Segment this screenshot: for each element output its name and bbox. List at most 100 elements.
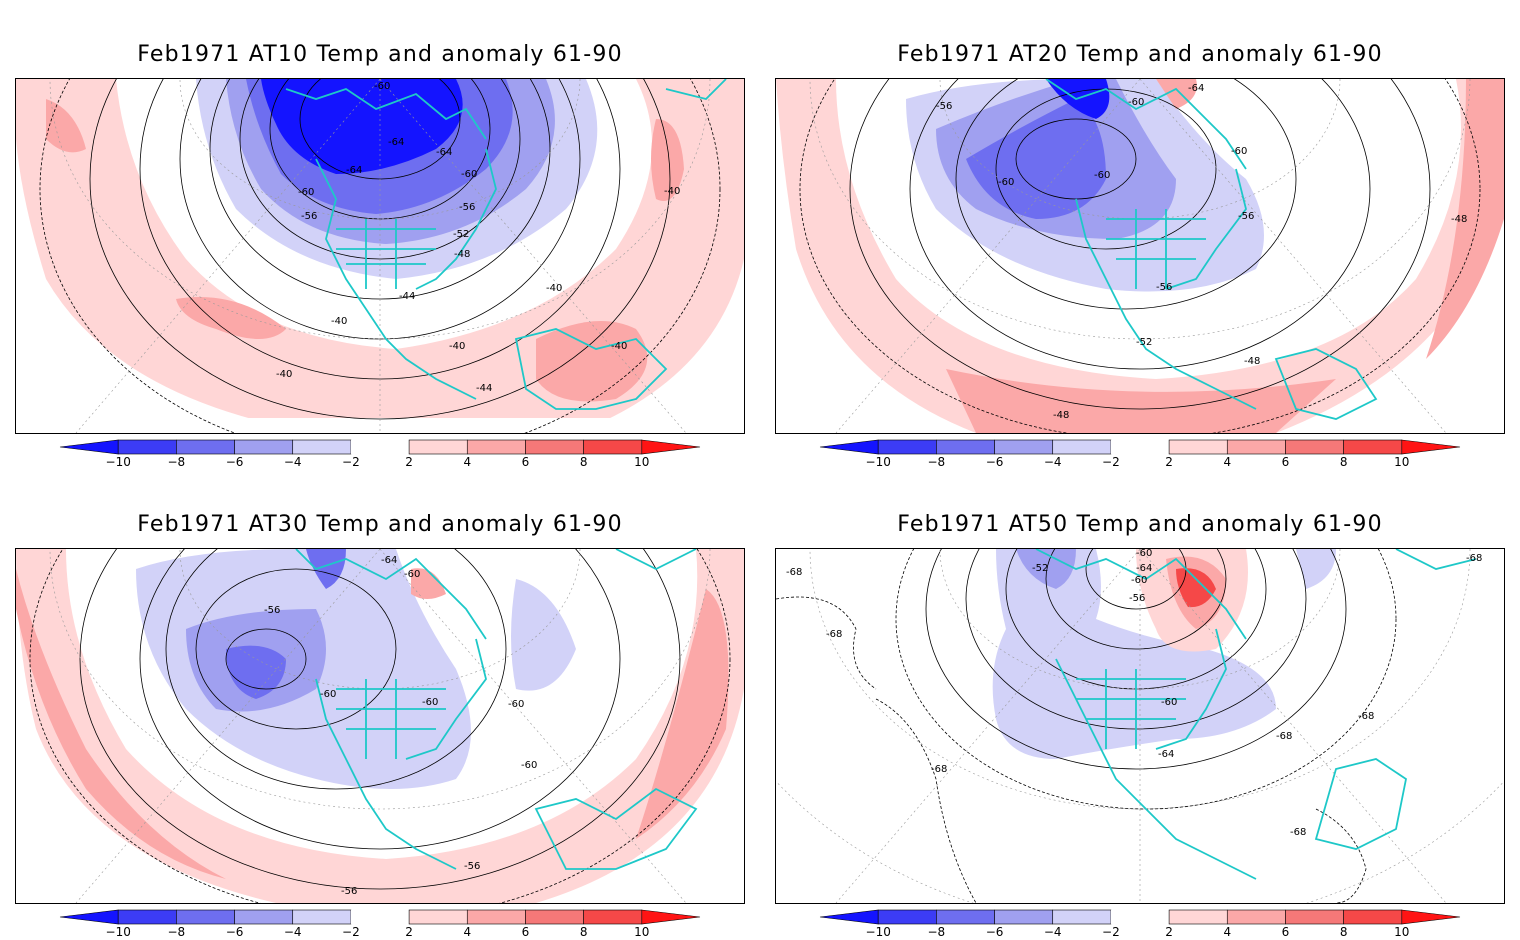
contour-label: -60 bbox=[298, 187, 314, 198]
map-at20[interactable]: -64 -56 -60 -60 -60 -60 -56 -56 -48 -52 … bbox=[775, 78, 1505, 434]
anomaly-positive-patch bbox=[651, 119, 684, 201]
contour-label: -60 bbox=[1231, 146, 1247, 157]
colorbar-swatch bbox=[408, 439, 468, 455]
colorbar-swatch bbox=[1343, 909, 1403, 925]
anomaly-positive-patch bbox=[1156, 79, 1197, 109]
colorbar-swatch bbox=[583, 439, 643, 455]
panel-at10: Feb1971 AT10 Temp and anomaly 61-90 bbox=[15, 0, 745, 470]
map-svg: -68 -52 -60 -64 -60 -56 -68 -68 -60 -68 … bbox=[776, 549, 1504, 903]
colorbar-tick-label: 8 bbox=[580, 925, 588, 939]
panel-at50: Feb1971 AT50 Temp and anomaly 61-90 bbox=[775, 470, 1505, 940]
colorbar-tick-label: −8 bbox=[928, 925, 946, 939]
contour-label: -64 bbox=[388, 137, 404, 148]
colorbar-swatch bbox=[176, 439, 235, 455]
contour-label: -64 bbox=[346, 165, 362, 176]
colorbar-tick-label: 4 bbox=[1223, 925, 1231, 939]
colorbar-swatch bbox=[1052, 909, 1112, 925]
anomaly-positive-patch bbox=[46, 99, 86, 153]
colorbar-tick-label: 2 bbox=[1165, 455, 1173, 469]
colorbar-swatch bbox=[1343, 439, 1403, 455]
contour-label: -60 bbox=[404, 569, 420, 580]
map-at10[interactable]: -60 -64 -64 -64 -60 -60 -56 -56 -52 -48 … bbox=[15, 78, 745, 434]
contour-label: -60 bbox=[998, 177, 1014, 188]
colorbar-tick-label: −8 bbox=[168, 925, 186, 939]
contour-label: -68 bbox=[931, 764, 947, 775]
contour-label-group: -60 -64 -64 -64 -60 -60 -56 -56 -52 -48 … bbox=[276, 81, 680, 394]
colorbar-tick-label: 10 bbox=[1394, 455, 1409, 469]
contour-label: -48 bbox=[1053, 410, 1069, 421]
contour-label: -56 bbox=[1156, 282, 1172, 293]
colorbar-swatch bbox=[1285, 909, 1344, 925]
contour-label: -56 bbox=[936, 101, 952, 112]
contour-label: -48 bbox=[1451, 214, 1467, 225]
contour-label: -64 bbox=[1158, 749, 1174, 760]
contour-label: -40 bbox=[331, 316, 347, 327]
contour-label: -68 bbox=[786, 567, 802, 578]
colorbar-swatch bbox=[877, 909, 937, 925]
colorbar: −10 −8 −6 −4 −2 2 4 6 8 10 bbox=[59, 909, 701, 939]
colorbar-swatch bbox=[1168, 439, 1228, 455]
panel-at30: Feb1971 AT30 Temp and anomaly 61-90 bbox=[15, 470, 745, 940]
anomaly-positive-core bbox=[1176, 568, 1216, 608]
anomaly-positive-patch bbox=[536, 321, 648, 402]
contour-label: -48 bbox=[454, 249, 470, 260]
colorbar: −10 −8 −6 −4 −2 2 4 6 8 10 bbox=[59, 439, 701, 469]
contour-label: -60 bbox=[320, 689, 336, 700]
contour-label: -68 bbox=[826, 629, 842, 640]
contour-label: -60 bbox=[374, 81, 390, 92]
map-at30[interactable]: -64 -60 -56 -60 -60 -60 -60 -56 -56 bbox=[15, 548, 745, 904]
anomaly-positive-patch bbox=[176, 297, 286, 339]
anomaly-negative-region-strong bbox=[966, 99, 1106, 219]
colorbar-swatch bbox=[936, 909, 995, 925]
colorbar-tick-label: −4 bbox=[284, 455, 302, 469]
map-svg: -60 -64 -64 -64 -60 -60 -56 -56 -52 -48 … bbox=[16, 79, 744, 433]
colorbar-swatch bbox=[408, 909, 468, 925]
colorbar-tick-label: −10 bbox=[106, 455, 131, 469]
contour-label: -60 bbox=[422, 697, 438, 708]
anomaly-negative-region-strong bbox=[226, 645, 286, 699]
anomaly-positive-patch bbox=[946, 369, 1336, 433]
contour-label: -40 bbox=[611, 341, 627, 352]
colorbar-swatch bbox=[1110, 440, 1170, 454]
colorbar-swatch bbox=[525, 909, 584, 925]
colorbar-arrow-right bbox=[1401, 439, 1461, 455]
colorbar-swatch bbox=[1285, 439, 1344, 455]
colorbar-tick-label: −8 bbox=[928, 455, 946, 469]
contour-label: -68 bbox=[1358, 711, 1374, 722]
contour-label: -40 bbox=[449, 341, 465, 352]
contour-label: -40 bbox=[546, 283, 562, 294]
colorbar-arrow-left bbox=[819, 909, 879, 925]
colorbar-swatch bbox=[936, 439, 995, 455]
colorbar-tick-label: −10 bbox=[106, 925, 131, 939]
anomaly-positive-patch bbox=[1426, 79, 1504, 359]
panel-at20: Feb1971 AT20 Temp and anomaly 61-90 bbox=[775, 0, 1505, 470]
colorbar-tick-label: −2 bbox=[1102, 925, 1120, 939]
contour-lines bbox=[29, 549, 731, 903]
contour-label: -44 bbox=[476, 383, 492, 394]
contour-label: -52 bbox=[1032, 563, 1048, 574]
colorbar-swatch bbox=[292, 909, 352, 925]
colorbar-tick-label: −10 bbox=[866, 925, 891, 939]
colorbar-arrow-right bbox=[641, 439, 701, 455]
colorbar-swatch bbox=[117, 909, 177, 925]
colorbar-swatch bbox=[234, 439, 294, 455]
contour-label: -64 bbox=[1188, 83, 1204, 94]
contour-label: -60 bbox=[461, 169, 477, 180]
contour-label: -56 bbox=[1238, 211, 1254, 222]
map-svg: -64 -56 -60 -60 -60 -60 -56 -56 -48 -52 … bbox=[776, 79, 1504, 433]
colorbar-tick-label: 6 bbox=[522, 925, 530, 939]
contour-label: -68 bbox=[1466, 553, 1482, 564]
anomaly-negative-region-weak bbox=[511, 579, 576, 691]
map-at50[interactable]: -68 -52 -60 -64 -60 -56 -68 -68 -60 -68 … bbox=[775, 548, 1505, 904]
contour-label-group: -64 -56 -60 -60 -60 -60 -56 -56 -48 -52 … bbox=[936, 83, 1467, 421]
colorbar-tick-label: −2 bbox=[1102, 455, 1120, 469]
colorbar: −10 −8 −6 −4 −2 2 4 6 8 10 bbox=[819, 439, 1461, 469]
colorbar-swatch bbox=[1226, 909, 1286, 925]
contour-label-group: -64 -60 -56 -60 -60 -60 -60 -56 -56 bbox=[264, 555, 537, 897]
colorbar-tick-label: 10 bbox=[634, 455, 649, 469]
contour-label: -68 bbox=[1276, 731, 1292, 742]
colorbar-swatch bbox=[1168, 909, 1228, 925]
colorbar-tick-label: 8 bbox=[580, 455, 588, 469]
graticule bbox=[49, 79, 711, 433]
panel-title: Feb1971 AT20 Temp and anomaly 61-90 bbox=[897, 42, 1383, 67]
